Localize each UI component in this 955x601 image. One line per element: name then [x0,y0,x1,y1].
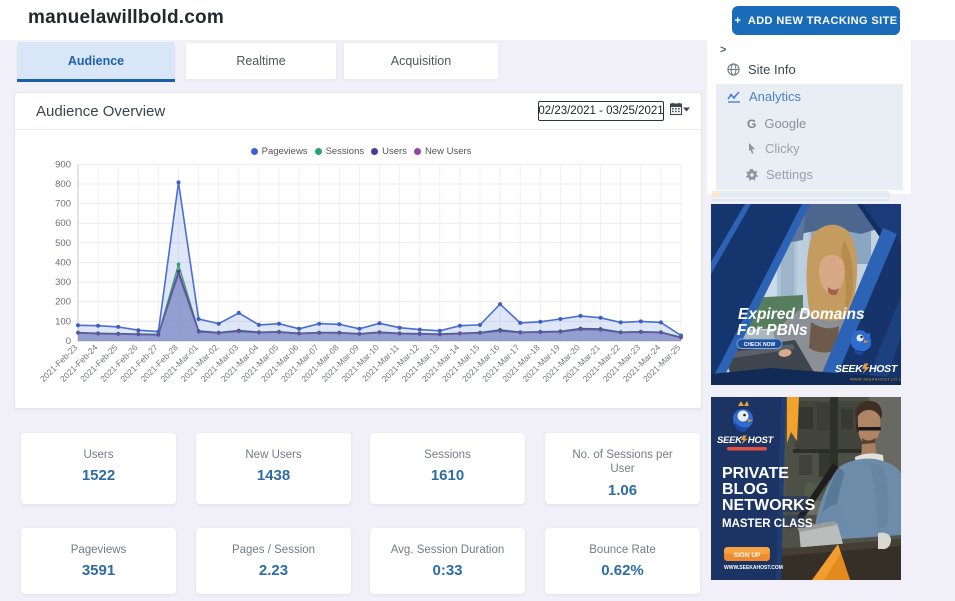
svg-text:WWW.SEEKAHOST.CO.UK: WWW.SEEKAHOST.CO.UK [850,378,901,382]
svg-text:300: 300 [55,277,71,288]
svg-text:BLOG: BLOG [722,481,768,498]
svg-text:SIGN UP: SIGN UP [734,552,761,559]
svg-text:700: 700 [55,199,71,210]
svg-text:CHECK NOW: CHECK NOW [744,342,776,348]
svg-text:HOST: HOST [748,435,775,446]
svg-text:500: 500 [55,238,71,249]
svg-text:For PBNs: For PBNs [737,322,808,339]
svg-text:900: 900 [55,159,71,170]
svg-text:400: 400 [55,258,71,269]
svg-text:HOST: HOST [869,363,899,375]
svg-text:NETWORKS: NETWORKS [722,497,816,514]
svg-text:Expired Domains: Expired Domains [738,306,865,323]
svg-text:100: 100 [55,316,71,327]
svg-text:800: 800 [55,179,71,190]
svg-text:PRIVATE: PRIVATE [722,465,789,482]
svg-text:WWW.SEEKAHOST.COM: WWW.SEEKAHOST.COM [724,565,783,571]
svg-text:200: 200 [55,297,71,308]
svg-text:0: 0 [66,336,71,347]
svg-text:600: 600 [55,218,71,229]
svg-text:MASTER CLASS: MASTER CLASS [722,518,813,530]
svg-text:SEEK: SEEK [717,435,743,446]
svg-text:SEEK: SEEK [835,363,864,375]
